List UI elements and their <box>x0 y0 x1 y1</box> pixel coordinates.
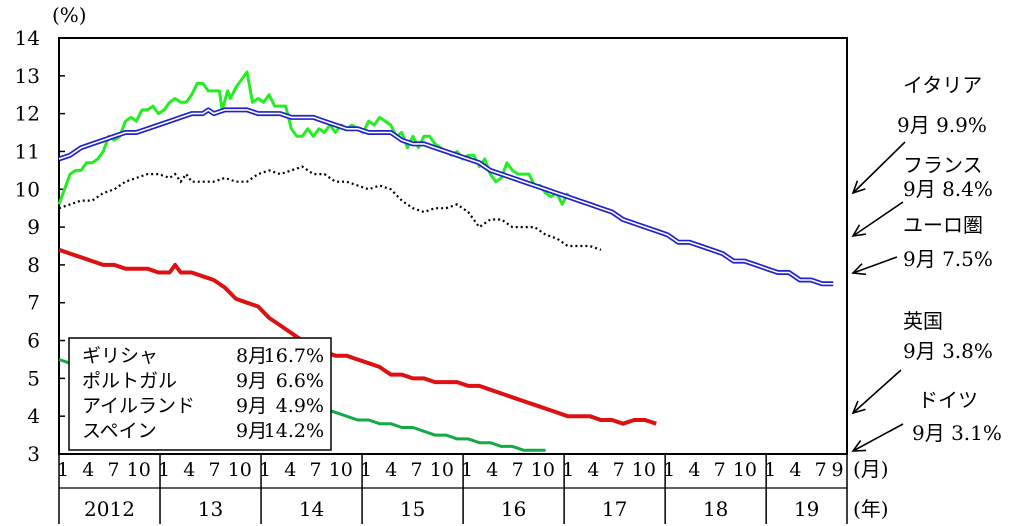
month-tick-label: 4 <box>183 459 195 481</box>
annotation-name: ユーロ圏 <box>903 213 983 237</box>
y-tick-label: 10 <box>15 177 40 201</box>
y-tick-label: 4 <box>27 404 40 428</box>
y-tick-label: 14 <box>15 26 40 50</box>
month-tick-label: 10 <box>127 459 151 481</box>
year-label: 19 <box>794 497 819 521</box>
x-unit-year: (年) <box>853 497 889 521</box>
month-tick-label: 7 <box>512 459 524 481</box>
legend-month: 9月 <box>236 395 267 417</box>
annotation-value: 9月 9.9% <box>897 113 987 137</box>
month-tick-label: 10 <box>531 459 555 481</box>
month-tick-label: 10 <box>430 459 454 481</box>
annotation-arrow <box>853 370 901 413</box>
legend-month: 9月 <box>236 420 267 442</box>
month-tick-label: 4 <box>789 459 801 481</box>
annotation-name: イタリア <box>903 73 982 97</box>
month-tick-label: 1 <box>764 459 776 481</box>
month-tick-label: 1 <box>360 459 372 481</box>
annotation-arrow <box>853 424 903 451</box>
month-tick-label: 4 <box>385 459 397 481</box>
annotation-value: 9月 3.8% <box>903 339 993 363</box>
month-tick-label: 7 <box>815 459 827 481</box>
month-tick-label: 1 <box>259 459 271 481</box>
series-line-2-inner <box>59 110 833 284</box>
annotation-arrow <box>853 202 903 236</box>
year-label: 16 <box>501 497 526 521</box>
annotation-value: 9月 8.4% <box>903 177 993 201</box>
annotation-name: 英国 <box>903 309 943 333</box>
series-line-2 <box>59 110 833 284</box>
month-tick-label: 4 <box>587 459 599 481</box>
y-unit-label: (%) <box>52 3 87 27</box>
month-tick-label: 1 <box>663 459 675 481</box>
legend-country: スペイン <box>82 420 157 442</box>
legend-value: 4.9% <box>276 395 324 417</box>
annotation-value: 9月 3.1% <box>912 421 1002 445</box>
year-label: 18 <box>703 497 728 521</box>
month-tick-label: 1 <box>562 459 574 481</box>
month-tick-label: 7 <box>310 459 322 481</box>
annotation-arrow <box>853 257 897 273</box>
y-tick-label: 9 <box>27 215 40 239</box>
y-tick-label: 13 <box>15 64 40 88</box>
y-tick-label: 8 <box>27 253 40 277</box>
month-tick-label: 10 <box>632 459 656 481</box>
y-axis: 3 4 5 6 7 8 9 10 11 12 13 14 <box>15 26 65 466</box>
legend-country: ギリシャ <box>82 345 158 367</box>
y-tick-label: 11 <box>15 139 40 163</box>
legend-month: 9月 <box>236 370 267 392</box>
month-tick-label: 7 <box>714 459 726 481</box>
month-tick-label: 4 <box>688 459 700 481</box>
month-tick-label: 7 <box>411 459 423 481</box>
month-tick-label: 9 <box>831 459 843 481</box>
month-tick-label: 10 <box>228 459 252 481</box>
y-tick-label: 3 <box>27 442 40 466</box>
legend-month: 8月 <box>236 345 267 367</box>
month-tick-label: 4 <box>82 459 94 481</box>
month-tick-label: 7 <box>613 459 625 481</box>
y-tick-label: 7 <box>27 291 40 315</box>
year-label: 17 <box>602 497 627 521</box>
month-tick-label: 10 <box>329 459 353 481</box>
month-tick-label: 7 <box>107 459 119 481</box>
year-label: 15 <box>400 497 425 521</box>
legend-value: 16.7% <box>264 345 324 367</box>
x-unit-month: (月) <box>853 457 889 481</box>
legend-value: 14.2% <box>264 420 324 442</box>
legend-country: ポルトガル <box>82 370 177 392</box>
legend-value: 6.6% <box>276 370 324 392</box>
y-tick-label: 12 <box>15 102 40 126</box>
month-tick-label: 10 <box>733 459 757 481</box>
annotation-arrow <box>853 142 905 193</box>
month-tick-label: 4 <box>486 459 498 481</box>
year-label: 13 <box>198 497 223 521</box>
annotation-name: ドイツ <box>918 388 978 412</box>
annotation-value: 9月 7.5% <box>903 247 993 271</box>
series-line-0 <box>59 72 568 204</box>
month-tick-label: 1 <box>461 459 473 481</box>
month-tick-label: 7 <box>208 459 220 481</box>
month-tick-label: 4 <box>284 459 296 481</box>
legend-country: アイルランド <box>82 395 195 417</box>
y-tick-label: 5 <box>27 366 40 390</box>
year-label: 2012 <box>84 497 135 521</box>
month-tick-label: 1 <box>158 459 170 481</box>
y-tick-label: 6 <box>27 329 40 353</box>
year-label: 14 <box>299 497 324 521</box>
annotation-name: フランス <box>903 153 983 177</box>
